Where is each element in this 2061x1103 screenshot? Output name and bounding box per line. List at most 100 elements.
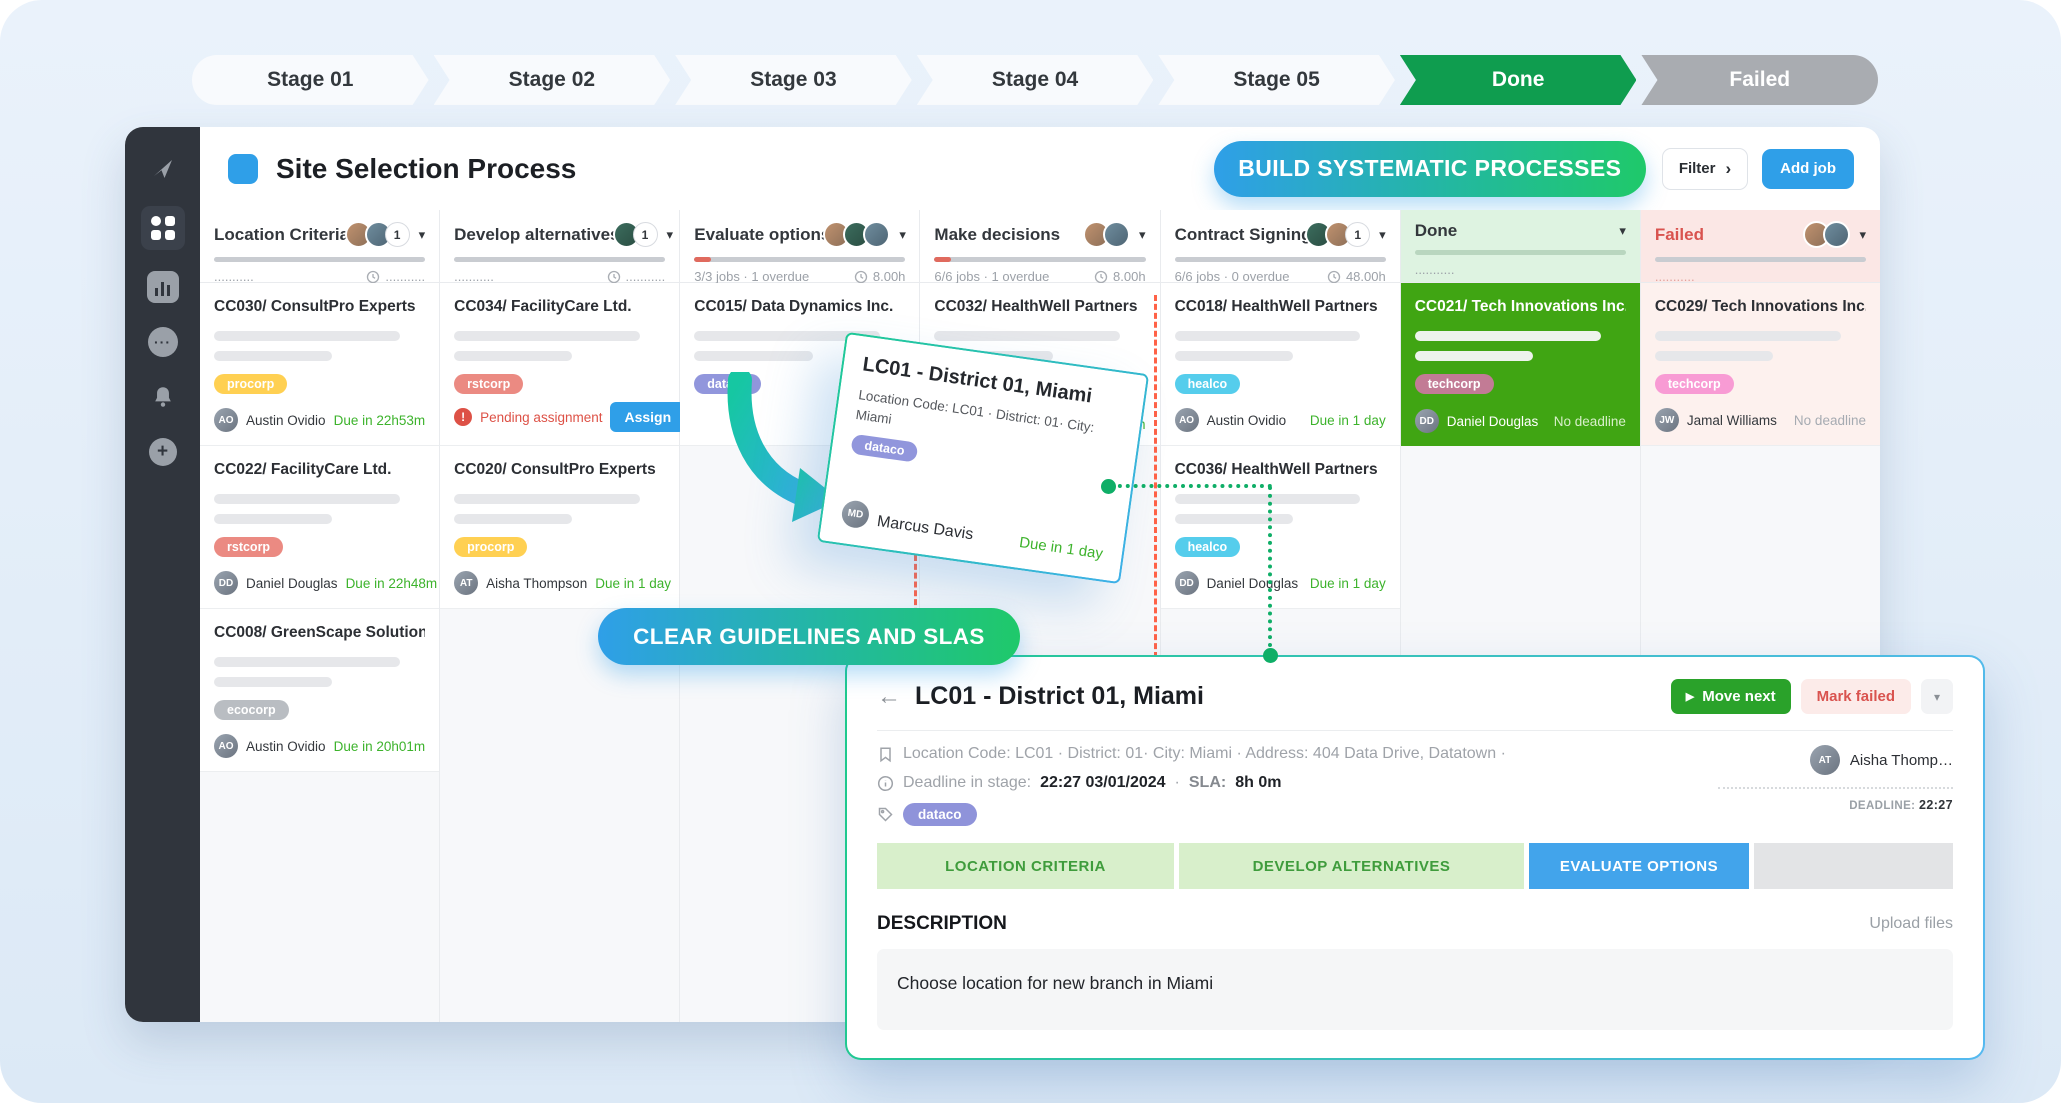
stage-03[interactable]: Stage 03	[675, 55, 912, 105]
card-title: CC008/ GreenScape Solutions	[214, 624, 426, 641]
job-detail-panel: ← LC01 - District 01, Miami ▶ Move next M…	[845, 655, 1985, 1060]
mark-failed-button[interactable]: Mark failed	[1800, 679, 1911, 714]
job-card[interactable]: CC034/ FacilityCare Ltd. rstcorp ! Pendi…	[440, 283, 686, 446]
column-progress	[934, 257, 1146, 262]
tag-badge: techcorp	[1414, 374, 1494, 394]
column-progress	[1414, 250, 1626, 255]
assignee-name: Daniel Douglas	[1206, 575, 1299, 591]
stage-02[interactable]: Stage 02	[434, 55, 671, 105]
avatar: DD	[214, 571, 238, 595]
sla-value: 8h 0m	[1235, 774, 1282, 791]
dashboard-grid-icon[interactable]	[140, 206, 185, 250]
stage-01[interactable]: Stage 01	[192, 55, 429, 105]
deadline-time: 22:27	[1919, 798, 1953, 812]
job-card[interactable]: CC029/ Tech Innovations Inc. techcorp JW…	[1640, 283, 1880, 446]
tag-badge: dataco	[850, 433, 919, 463]
description-heading: DESCRIPTION	[877, 913, 1007, 934]
tab-evaluate-options[interactable]: EVALUATE OPTIONS	[1529, 843, 1749, 889]
column-menu-caret[interactable]: ▾	[1379, 226, 1386, 242]
stage-05[interactable]: Stage 05	[1158, 55, 1395, 105]
placeholder-bar	[454, 514, 573, 524]
column-assignees: 1	[344, 221, 410, 248]
clock-icon	[1094, 270, 1108, 283]
column-menu-caret[interactable]: ▾	[418, 226, 426, 242]
column-title: Contract Signing	[1174, 224, 1312, 244]
column-location-criteria: Location Criteria 1 ▾ ........... ......…	[200, 210, 441, 1022]
job-card[interactable]: CC022/ FacilityCare Ltd. rstcorp DD Dani…	[200, 446, 440, 609]
job-card[interactable]: CC020/ ConsultPro Experts procorp AT Ais…	[440, 446, 680, 609]
column-stats-left: 6/6 jobs · 0 overdue	[1174, 269, 1290, 284]
tag-badge: dataco	[903, 803, 977, 826]
placeholder-bar	[694, 331, 881, 341]
job-card[interactable]: CC008/ GreenScape Solutions ecocorp AO A…	[200, 609, 440, 772]
placeholder-bar	[454, 351, 573, 361]
add-icon[interactable]: +	[145, 434, 181, 470]
avatar: MD	[840, 499, 871, 530]
card-title: CC021/ Tech Innovations Inc.	[1414, 298, 1626, 315]
due-label: Due in 22h48m	[345, 575, 438, 591]
location-meta: Location Code: LC01 · District: 01· City…	[903, 745, 1506, 762]
placeholder-bar	[1654, 351, 1774, 361]
assign-button[interactable]: Assign	[610, 402, 686, 432]
placeholder-bar	[1174, 494, 1361, 504]
tab-develop-alternatives[interactable]: DEVELOP ALTERNATIVES	[1179, 843, 1524, 889]
add-job-button[interactable]: Add job	[1762, 148, 1854, 189]
column-stats-right: ...........	[385, 269, 426, 284]
stage-04[interactable]: Stage 04	[917, 55, 1154, 105]
clock-icon	[854, 270, 868, 283]
tag-badge: procorp	[454, 537, 528, 557]
clock-icon	[1327, 270, 1341, 283]
tab-location-criteria[interactable]: LOCATION CRITERIA	[877, 843, 1174, 889]
bell-icon[interactable]	[145, 379, 181, 415]
placeholder-bar	[1174, 351, 1293, 361]
move-next-button[interactable]: ▶ Move next	[1670, 679, 1791, 714]
tag-badge: rstcorp	[454, 374, 524, 394]
placeholder-bar	[934, 331, 1121, 341]
column-develop-alternatives: Develop alternatives 1 ▾ ........... ...…	[440, 210, 686, 1022]
upload-files-link[interactable]: Upload files	[1869, 915, 1953, 932]
column-menu-caret[interactable]: ▾	[899, 226, 906, 242]
stage-done[interactable]: Done	[1400, 55, 1637, 105]
job-card[interactable]: CC021/ Tech Innovations Inc. techcorp DD…	[1400, 283, 1640, 446]
column-menu-caret[interactable]: ▾	[1139, 226, 1146, 242]
board-header: Site Selection Process BUILD SYSTEMATIC …	[200, 127, 1880, 210]
avatar	[1103, 221, 1131, 248]
floating-job-card[interactable]: LC01 - District 01, Miami Location Code:…	[816, 331, 1150, 585]
filter-button[interactable]: Filter ›	[1661, 147, 1749, 190]
avatar: AO	[214, 408, 238, 432]
column-stats-right: 48.00h	[1345, 269, 1386, 284]
description-field[interactable]: Choose location for new branch in Miami	[877, 949, 1953, 1030]
more-actions-button[interactable]: ▾	[1921, 679, 1953, 714]
column-title: Location Criteria	[214, 224, 350, 244]
bar-chart-icon[interactable]	[145, 269, 181, 305]
column-title: Failed	[1654, 224, 1704, 244]
info-icon	[877, 775, 894, 791]
process-color-swatch	[228, 153, 258, 184]
column-stats-left: ...........	[1654, 269, 1695, 284]
job-card[interactable]: CC036/ HealthWell Partners healco DD Dan…	[1160, 446, 1400, 609]
job-card[interactable]: CC018/ HealthWell Partners healco AO Aus…	[1160, 283, 1400, 446]
placeholder-bar	[454, 494, 640, 504]
assignee-name: Aisha Thompson	[486, 575, 588, 591]
more-options-icon[interactable]: ···	[145, 324, 181, 360]
column-menu-caret[interactable]: ▾	[1619, 223, 1626, 238]
sla-guide-line	[1154, 295, 1157, 658]
chevron-right-icon: ›	[1725, 158, 1732, 178]
send-icon[interactable]	[145, 151, 181, 187]
column-menu-caret[interactable]: ▾	[666, 226, 674, 242]
job-card[interactable]: CC030/ ConsultPro Experts procorp AO Aus…	[200, 283, 440, 446]
column-contract-signing: Contract Signing 1 ▾ 6/6 jobs · 0 overdu…	[1160, 210, 1401, 1022]
due-label: Due in 1 day	[595, 575, 672, 591]
assignee-name: Daniel Douglas	[246, 575, 338, 591]
stage-failed[interactable]: Failed	[1641, 55, 1878, 105]
column-menu-caret[interactable]: ▾	[1859, 226, 1866, 242]
card-title: CC020/ ConsultPro Experts	[454, 461, 656, 478]
connector-dot	[1263, 648, 1278, 663]
column-title: Develop alternatives	[454, 224, 620, 244]
avatar: AT	[454, 571, 479, 595]
due-label: Due in 22h53m	[333, 412, 426, 428]
assignee-count-badge: 1	[632, 222, 658, 247]
page-title: Site Selection Process	[276, 152, 577, 184]
tag-badge: healco	[1174, 537, 1241, 557]
back-arrow-icon[interactable]: ←	[877, 682, 901, 710]
